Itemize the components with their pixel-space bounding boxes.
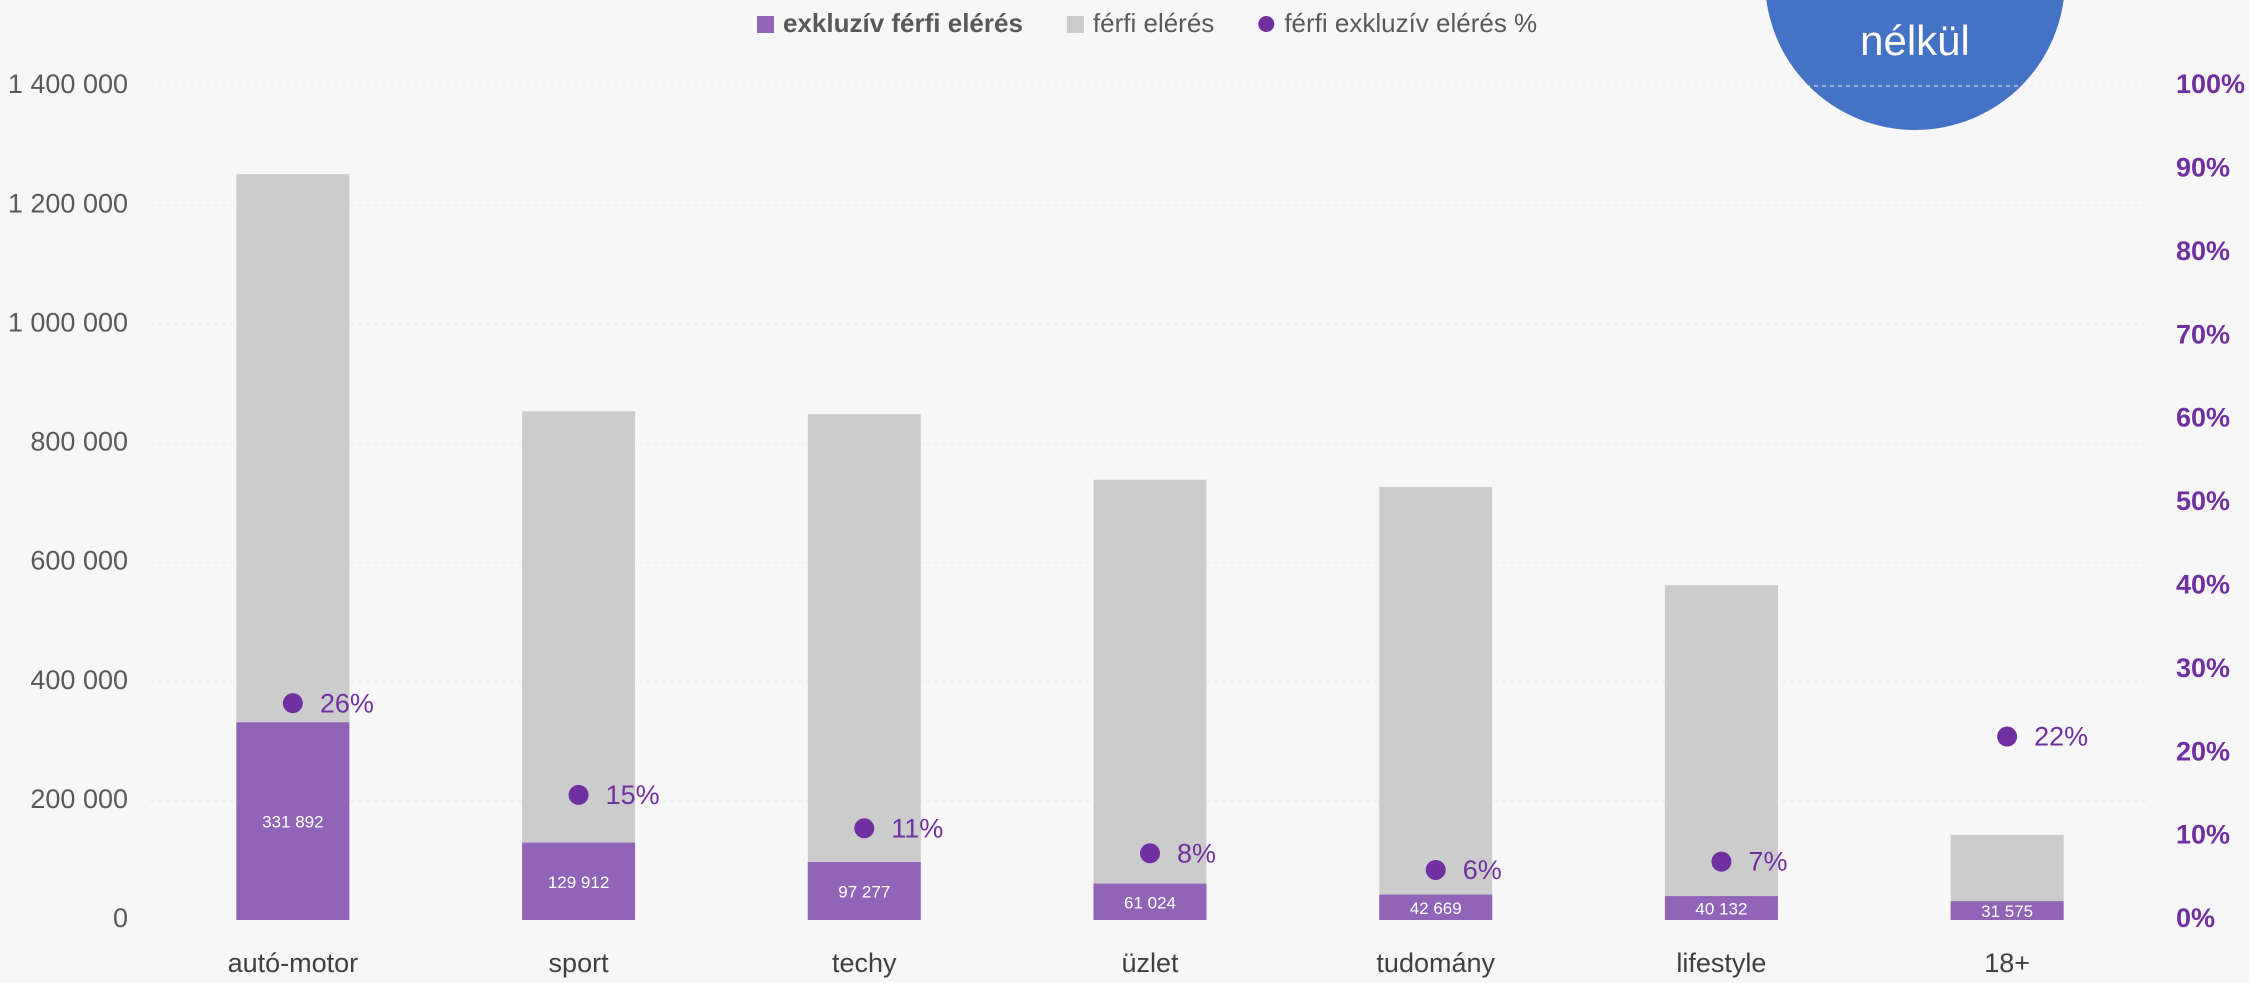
y2-tick-label: 40%	[2176, 570, 2230, 600]
x-tick-label: tudomány	[1376, 948, 1495, 978]
data-label: 31 575	[1981, 902, 2033, 921]
data-label: 97 277	[838, 883, 890, 902]
y2-tick-label: 50%	[2176, 486, 2230, 516]
dot	[1425, 859, 1446, 880]
data-label: 42 669	[1410, 899, 1462, 918]
bar	[522, 842, 636, 920]
y2-tick-label: 30%	[2176, 653, 2230, 683]
y2-tick-label: 80%	[2176, 236, 2230, 266]
data-label: 15%	[606, 780, 660, 810]
dot	[282, 693, 303, 714]
bar	[807, 414, 921, 920]
x-tick-label: üzlet	[1121, 948, 1179, 978]
bar	[1093, 883, 1207, 920]
x-tick-label: 18+	[1984, 948, 2030, 978]
data-label: 11%	[891, 813, 943, 843]
data-label: 40 132	[1695, 900, 1747, 919]
y-tick-label: 0	[113, 903, 128, 933]
y2-tick-label: 70%	[2176, 319, 2230, 349]
y2-tick-label: 10%	[2176, 820, 2230, 850]
dot	[1140, 843, 1160, 864]
y-tick-label: 1 400 000	[8, 69, 128, 99]
legend-marker	[1066, 16, 1084, 33]
y-tick-label: 600 000	[30, 546, 128, 576]
bar	[1379, 486, 1493, 920]
legend-label: férfi exkluzív elérés %	[1284, 8, 1537, 38]
data-label: 6%	[1463, 855, 1502, 885]
badge	[1766, 0, 2064, 130]
bar	[236, 722, 350, 920]
y2-tick-label: 0%	[2176, 903, 2215, 933]
bar	[522, 411, 636, 920]
x-tick-label: techy	[832, 948, 897, 978]
dot	[1997, 726, 2018, 747]
y-tick-label: 1 000 000	[8, 307, 128, 337]
dot	[568, 784, 589, 805]
y2-tick-label: 100%	[2176, 69, 2245, 99]
data-label: 26%	[320, 688, 374, 718]
bar	[1664, 896, 1778, 920]
dot	[1711, 851, 1732, 872]
data-label: 8%	[1177, 838, 1216, 868]
bar	[1950, 901, 2064, 920]
y2-tick-label: 90%	[2176, 153, 2230, 183]
data-label: 61 024	[1124, 893, 1176, 912]
data-label: 129 912	[548, 873, 609, 892]
dot	[854, 818, 875, 839]
x-tick-label: autó-motor	[228, 948, 359, 978]
x-tick-label: lifestyle	[1676, 948, 1766, 978]
bar	[1379, 894, 1493, 920]
y-tick-label: 200 000	[30, 784, 128, 814]
legend-marker	[1258, 16, 1275, 32]
data-label: 22%	[2034, 722, 2088, 752]
data-label: 331 892	[262, 813, 323, 832]
legend-label: exkluzív férfi elérés	[783, 8, 1023, 38]
y-tick-label: 800 000	[30, 427, 128, 457]
y-tick-label: 400 000	[30, 665, 128, 695]
y-tick-label: 1 200 000	[8, 188, 128, 218]
legend-label: férfi elérés	[1093, 8, 1214, 38]
badge-text: nélkül	[1860, 17, 1970, 64]
data-label: 7%	[1748, 847, 1787, 877]
y2-tick-label: 60%	[2176, 403, 2230, 433]
x-tick-label: sport	[549, 948, 610, 978]
y2-tick-label: 20%	[2176, 736, 2230, 766]
bar	[807, 862, 921, 920]
legend-marker	[757, 16, 774, 33]
